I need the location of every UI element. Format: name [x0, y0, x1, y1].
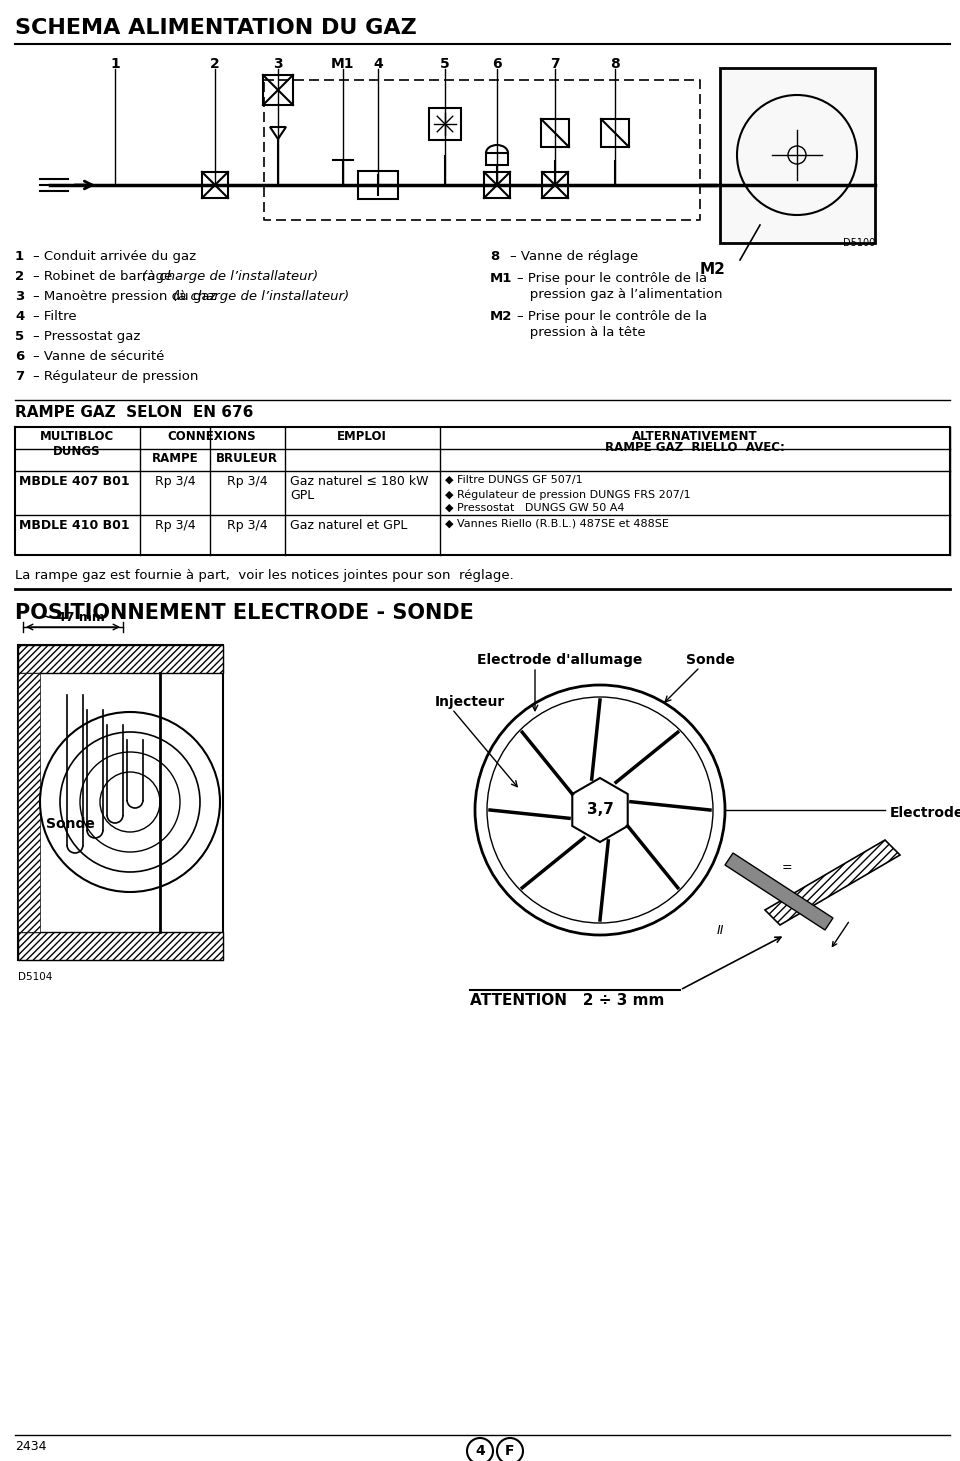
Polygon shape: [484, 172, 510, 199]
Text: 1: 1: [15, 250, 24, 263]
Text: Rp 3/4: Rp 3/4: [155, 519, 195, 532]
Text: CONNEXIONS: CONNEXIONS: [168, 430, 256, 443]
Text: EMPLOI: EMPLOI: [337, 430, 387, 443]
Text: Electrode d'allumage: Electrode d'allumage: [477, 653, 642, 668]
Text: F: F: [505, 1443, 515, 1458]
Text: ◆ Régulateur de pression DUNGS FRS 207/1: ◆ Régulateur de pression DUNGS FRS 207/1: [445, 489, 690, 500]
Text: Injecteur: Injecteur: [435, 695, 505, 709]
Polygon shape: [542, 172, 568, 199]
Text: M1: M1: [331, 57, 355, 72]
Text: 5: 5: [15, 330, 24, 343]
Text: 5: 5: [440, 57, 450, 72]
Polygon shape: [18, 932, 223, 960]
Text: Sonde: Sonde: [685, 653, 734, 668]
Text: – Régulateur de pression: – Régulateur de pression: [33, 370, 199, 383]
Text: M1: M1: [490, 272, 513, 285]
Polygon shape: [18, 674, 40, 932]
Text: 1: 1: [110, 57, 120, 72]
Polygon shape: [486, 153, 508, 165]
Polygon shape: [765, 840, 900, 925]
Polygon shape: [263, 75, 293, 105]
Text: – Manoètre pression du gaz: – Manoètre pression du gaz: [33, 289, 221, 302]
Text: RAMPE GAZ  RIELLO  AVEC:: RAMPE GAZ RIELLO AVEC:: [605, 441, 785, 454]
Text: – Filtre: – Filtre: [33, 310, 77, 323]
Text: MBDLE 410 B01: MBDLE 410 B01: [19, 519, 130, 532]
Text: 3: 3: [274, 57, 283, 72]
Polygon shape: [18, 644, 223, 674]
Polygon shape: [601, 118, 629, 148]
Text: ◆ Vannes Riello (R.B.L.) 487SE et 488SE: ◆ Vannes Riello (R.B.L.) 487SE et 488SE: [445, 519, 669, 529]
Text: =: =: [781, 862, 792, 875]
Text: 7: 7: [550, 57, 560, 72]
Text: 4: 4: [475, 1443, 485, 1458]
Text: La rampe gaz est fournie à part,  voir les notices jointes pour son  réglage.: La rampe gaz est fournie à part, voir le…: [15, 568, 514, 581]
Text: 4: 4: [373, 57, 383, 72]
Text: ATTENTION   2 ÷ 3 mm: ATTENTION 2 ÷ 3 mm: [470, 993, 664, 1008]
Text: – Pressostat gaz: – Pressostat gaz: [33, 330, 140, 343]
Text: D5104: D5104: [18, 972, 53, 982]
Polygon shape: [270, 127, 286, 139]
Text: 2: 2: [210, 57, 220, 72]
Text: Sonde: Sonde: [46, 817, 95, 831]
Polygon shape: [725, 853, 833, 931]
Text: BRULEUR: BRULEUR: [216, 451, 278, 465]
Text: 3,7: 3,7: [587, 802, 613, 818]
Text: 2434: 2434: [15, 1441, 46, 1454]
Text: – Vanne de réglage: – Vanne de réglage: [510, 250, 638, 263]
Text: – Vanne de sécurité: – Vanne de sécurité: [33, 351, 164, 362]
Text: M2: M2: [700, 262, 726, 278]
Text: RAMPE: RAMPE: [152, 451, 199, 465]
Text: POSITIONNEMENT ELECTRODE - SONDE: POSITIONNEMENT ELECTRODE - SONDE: [15, 603, 474, 622]
Text: II: II: [716, 923, 724, 937]
Text: GPL: GPL: [290, 489, 314, 503]
Text: ◆ Filtre DUNGS GF 507/1: ◆ Filtre DUNGS GF 507/1: [445, 475, 583, 485]
Polygon shape: [202, 172, 228, 199]
Text: – Prise pour le contrôle de la: – Prise pour le contrôle de la: [517, 310, 708, 323]
Polygon shape: [572, 779, 628, 842]
Text: pression à la tête: pression à la tête: [517, 326, 646, 339]
Text: D5100: D5100: [843, 238, 875, 248]
Text: ALTERNATIVEMENT: ALTERNATIVEMENT: [633, 430, 757, 443]
Text: (à charge de l’installateur): (à charge de l’installateur): [174, 289, 349, 302]
Text: – Robinet de barrage: – Robinet de barrage: [33, 270, 177, 283]
Polygon shape: [541, 118, 569, 148]
Text: – Prise pour le contrôle de la: – Prise pour le contrôle de la: [517, 272, 708, 285]
Text: Gaz naturel et GPL: Gaz naturel et GPL: [290, 519, 407, 532]
Text: SCHEMA ALIMENTATION DU GAZ: SCHEMA ALIMENTATION DU GAZ: [15, 18, 417, 38]
Polygon shape: [429, 108, 461, 140]
Text: Electrode: Electrode: [890, 806, 960, 820]
Polygon shape: [720, 69, 875, 243]
Text: 4: 4: [15, 310, 24, 323]
Text: 6: 6: [492, 57, 502, 72]
Text: 6: 6: [15, 351, 24, 362]
Text: pression gaz à l’alimentation: pression gaz à l’alimentation: [517, 288, 723, 301]
Text: Rp 3/4: Rp 3/4: [227, 519, 267, 532]
Text: MULTIBLOC
DUNGS: MULTIBLOC DUNGS: [40, 430, 114, 457]
Text: Rp 3/4: Rp 3/4: [155, 475, 195, 488]
Text: 8: 8: [611, 57, 620, 72]
Text: RAMPE GAZ  SELON  EN 676: RAMPE GAZ SELON EN 676: [15, 405, 253, 419]
Text: 8: 8: [490, 250, 499, 263]
Text: ~ 47 mm: ~ 47 mm: [41, 611, 105, 624]
Text: Rp 3/4: Rp 3/4: [227, 475, 267, 488]
Text: MBDLE 407 B01: MBDLE 407 B01: [19, 475, 130, 488]
Text: 3: 3: [15, 289, 24, 302]
Text: (à charge de l’installateur): (à charge de l’installateur): [142, 270, 319, 283]
Text: ◆ Pressostat   DUNGS GW 50 A4: ◆ Pressostat DUNGS GW 50 A4: [445, 503, 625, 513]
Text: – Conduit arrivée du gaz: – Conduit arrivée du gaz: [33, 250, 196, 263]
Text: 7: 7: [15, 370, 24, 383]
Text: 2: 2: [15, 270, 24, 283]
Polygon shape: [358, 171, 398, 199]
Text: Gaz naturel ≤ 180 kW: Gaz naturel ≤ 180 kW: [290, 475, 428, 488]
Text: M2: M2: [490, 310, 513, 323]
Polygon shape: [18, 644, 223, 960]
